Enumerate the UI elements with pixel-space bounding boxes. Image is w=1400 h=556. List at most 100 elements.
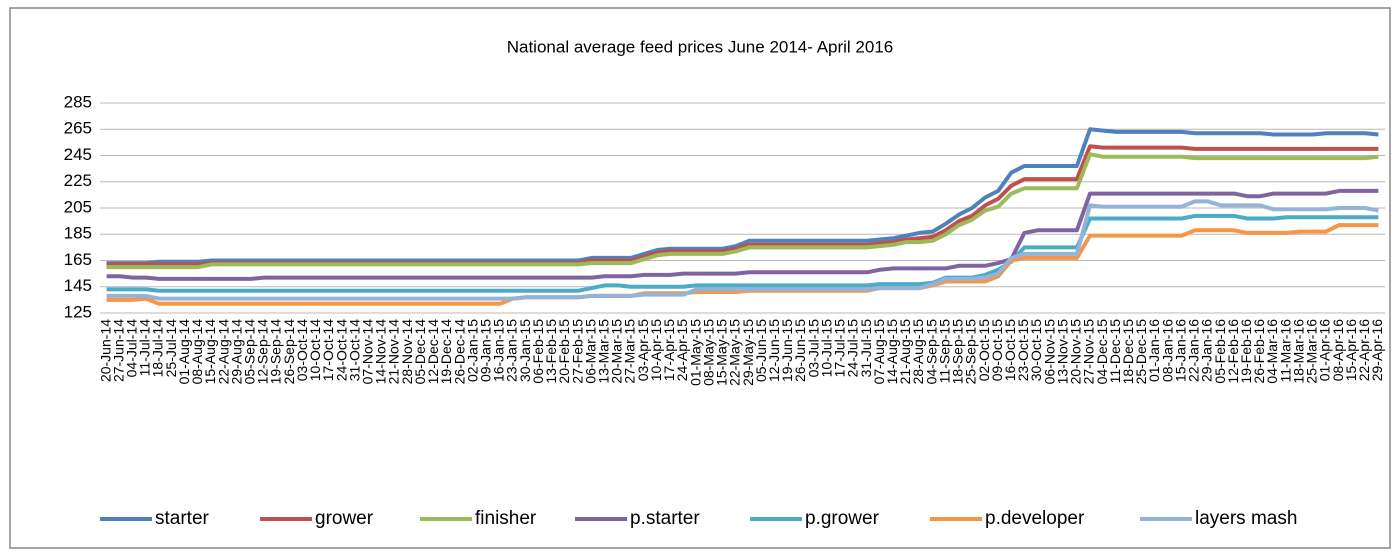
x-tick-label: 19-Feb-16 bbox=[1238, 319, 1254, 384]
x-tick-label: 24-Jul-15 bbox=[845, 319, 861, 378]
x-tick-label: 01-May-15 bbox=[687, 319, 703, 386]
x-tick-label: 15-Aug-14 bbox=[202, 319, 218, 385]
x-tick-label: 31-Oct-14 bbox=[346, 319, 362, 381]
x-tick-label: 07-Aug-15 bbox=[871, 319, 887, 385]
x-tick-label: 25-Sep-15 bbox=[963, 319, 979, 385]
x-tick-label: 01-Aug-14 bbox=[176, 319, 192, 385]
x-tick-label: 05-Feb-16 bbox=[1212, 319, 1228, 384]
x-tick-label: 01-Apr-16 bbox=[1317, 319, 1333, 381]
series-line bbox=[106, 188, 1379, 281]
x-tick-label: 30-Jan-15 bbox=[517, 319, 533, 382]
x-tick-label: 09-Oct-15 bbox=[989, 319, 1005, 381]
x-tick-label: 20-Nov-15 bbox=[1068, 319, 1084, 385]
x-tick-label: 26-Dec-14 bbox=[451, 319, 467, 385]
x-tick-label: 27-Mar-15 bbox=[622, 319, 638, 384]
x-tick-label: 22-Apr-16 bbox=[1356, 319, 1372, 381]
legend-label: finisher bbox=[475, 508, 537, 529]
series-line bbox=[106, 152, 1379, 270]
y-tick-label: 165 bbox=[64, 250, 92, 269]
x-tick-label: 25-Mar-16 bbox=[1304, 319, 1320, 384]
x-tick-label: 29-Jan-16 bbox=[1199, 319, 1215, 382]
chart-title: National average feed prices June 2014- … bbox=[507, 37, 894, 56]
x-tick-label: 15-Apr-16 bbox=[1343, 319, 1359, 381]
x-tick-label: 28-Aug-15 bbox=[910, 319, 926, 385]
x-tick-label: 13-Feb-15 bbox=[543, 319, 559, 384]
x-tick-label: 18-Mar-16 bbox=[1290, 319, 1306, 384]
x-tick-label: 11-Jul-14 bbox=[137, 319, 153, 377]
x-tick-label: 19-Dec-14 bbox=[438, 319, 454, 385]
x-tick-label: 19-Sep-14 bbox=[268, 319, 284, 385]
x-tick-label: 22-Aug-14 bbox=[215, 319, 231, 385]
x-tick-label: 04-Sep-15 bbox=[923, 319, 939, 385]
x-tick-label: 18-Jul-14 bbox=[150, 319, 166, 378]
x-tick-label: 31-Jul-15 bbox=[858, 319, 874, 378]
x-tick-label: 06-Feb-15 bbox=[530, 319, 546, 384]
y-tick-label: 265 bbox=[64, 119, 92, 138]
y-tick-label: 285 bbox=[64, 92, 92, 111]
legend-label: layers mash bbox=[1195, 508, 1297, 529]
x-tick-label: 17-Jul-15 bbox=[832, 319, 848, 378]
x-tick-label: 08-May-15 bbox=[700, 319, 716, 386]
x-tick-label: 14-Nov-14 bbox=[373, 319, 389, 385]
legend-label: p.starter bbox=[630, 508, 700, 529]
x-tick-label: 04-Mar-16 bbox=[1264, 319, 1280, 384]
x-tick-label: 20-Jun-14 bbox=[97, 319, 113, 382]
x-tick-label: 06-Nov-15 bbox=[1041, 319, 1057, 385]
x-tick-label: 23-Jan-15 bbox=[504, 319, 520, 382]
x-tick-label: 12-Dec-14 bbox=[425, 319, 441, 385]
x-tick-label: 26-Jun-15 bbox=[792, 319, 808, 382]
y-tick-label: 125 bbox=[64, 302, 92, 321]
x-tick-label: 16-Oct-15 bbox=[1002, 319, 1018, 381]
y-tick-label: 145 bbox=[64, 276, 92, 295]
x-tick-label: 17-Apr-15 bbox=[661, 319, 677, 381]
x-tick-label: 22-May-15 bbox=[727, 319, 743, 386]
x-tick-label: 05-Dec-14 bbox=[412, 319, 428, 385]
x-tick-label: 24-Oct-14 bbox=[333, 319, 349, 381]
x-tick-label: 13-Nov-15 bbox=[1054, 319, 1070, 385]
x-tick-label: 01-Jan-16 bbox=[1146, 319, 1162, 382]
x-tick-label: 29-May-15 bbox=[740, 319, 756, 386]
x-tick-label: 12-Sep-14 bbox=[255, 319, 271, 385]
x-tick-label: 07-Nov-14 bbox=[360, 319, 376, 385]
x-tick-label: 12-Feb-16 bbox=[1225, 319, 1241, 384]
x-tick-label: 23-Oct-15 bbox=[1015, 319, 1031, 381]
x-tick-label: 18-Dec-15 bbox=[1120, 319, 1136, 385]
x-tick-label: 26-Sep-14 bbox=[281, 319, 297, 385]
x-tick-label: 28-Nov-14 bbox=[399, 319, 415, 385]
x-tick-label: 24-Apr-15 bbox=[674, 319, 690, 381]
x-tick-label: 09-Jan-15 bbox=[478, 319, 494, 382]
x-tick-label: 06-Mar-15 bbox=[582, 319, 598, 384]
x-tick-label: 20-Mar-15 bbox=[609, 319, 625, 384]
x-tick-label: 03-Oct-14 bbox=[294, 319, 310, 381]
x-tick-label: 05-Jun-15 bbox=[753, 319, 769, 382]
x-tick-label: 11-Sep-15 bbox=[936, 319, 952, 384]
x-tick-label: 20-Feb-15 bbox=[556, 319, 572, 384]
x-tick-label: 27-Nov-15 bbox=[1081, 319, 1097, 385]
x-tick-label: 17-Oct-14 bbox=[320, 319, 336, 381]
x-tick-label: 08-Aug-14 bbox=[189, 319, 205, 385]
y-tick-label: 185 bbox=[64, 224, 92, 243]
x-tick-label: 05-Sep-14 bbox=[241, 319, 257, 385]
x-tick-label: 08-Apr-16 bbox=[1330, 319, 1346, 381]
x-tick-label: 16-Jan-15 bbox=[491, 319, 507, 382]
series-line bbox=[106, 127, 1379, 266]
x-tick-label: 15-Jan-16 bbox=[1172, 319, 1188, 382]
x-tick-label: 03-Apr-15 bbox=[635, 319, 651, 381]
x-tick-label: 18-Sep-15 bbox=[950, 319, 966, 385]
x-tick-label: 21-Nov-14 bbox=[386, 319, 402, 385]
x-tick-label: 13-Mar-15 bbox=[596, 319, 612, 384]
x-tick-label: 04-Dec-15 bbox=[1094, 319, 1110, 385]
x-tick-label: 29-Apr-16 bbox=[1369, 319, 1385, 381]
series-line bbox=[106, 199, 1379, 301]
x-tick-label: 10-Apr-15 bbox=[648, 319, 664, 381]
y-tick-label: 245 bbox=[64, 145, 92, 164]
legend-label: p.developer bbox=[985, 508, 1085, 529]
x-tick-label: 29-Aug-14 bbox=[228, 319, 244, 385]
legend-label: starter bbox=[155, 508, 210, 529]
x-tick-label: 12-Jun-15 bbox=[766, 319, 782, 382]
x-tick-label: 27-Feb-15 bbox=[569, 319, 585, 384]
x-tick-label: 30-Oct-15 bbox=[1028, 319, 1044, 381]
x-tick-label: 21-Aug-15 bbox=[897, 319, 913, 385]
x-tick-label: 22-Jan-16 bbox=[1186, 319, 1202, 382]
